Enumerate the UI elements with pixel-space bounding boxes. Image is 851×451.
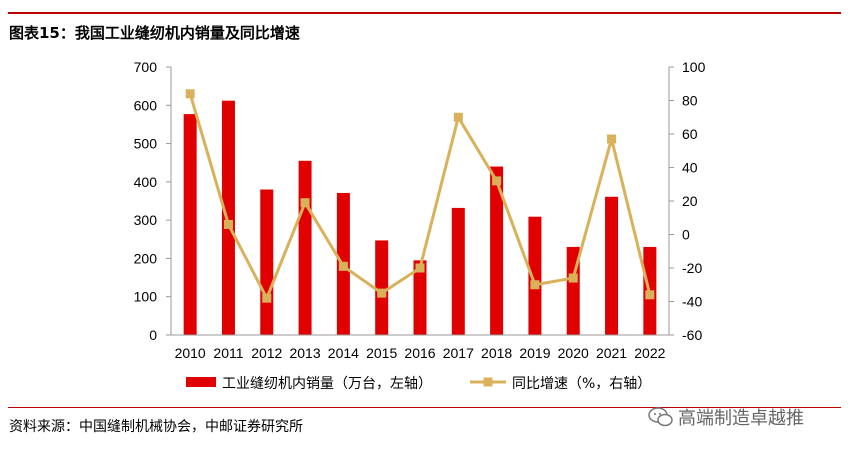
line-point (223, 219, 233, 229)
bar (183, 114, 197, 335)
line-point (492, 176, 502, 186)
line-point (530, 280, 540, 290)
x-tick-label: 2011 (213, 345, 243, 361)
x-tick-label: 2013 (289, 345, 320, 361)
bar (221, 100, 235, 335)
line-point (300, 198, 310, 208)
watermark: 高端制造卓越推 (648, 404, 804, 430)
bar (605, 196, 619, 335)
bar (375, 240, 389, 335)
left-tick-label: 500 (134, 136, 158, 152)
top-rule (8, 12, 841, 14)
x-tick-label: 2019 (519, 345, 550, 361)
x-tick-label: 2018 (481, 345, 512, 361)
left-tick-label: 700 (134, 59, 158, 75)
x-tick-label: 2021 (596, 345, 627, 361)
line-point (568, 273, 578, 283)
legend-line-marker (483, 377, 493, 387)
x-tick-label: 2015 (366, 345, 397, 361)
legend-bar-label: 工业缝纫机内销量（万台，左轴） (222, 376, 432, 392)
bar (490, 166, 504, 335)
right-tick-label: 100 (682, 59, 706, 75)
line-point (645, 290, 655, 300)
bar-series (183, 100, 657, 335)
right-tick-label: 40 (682, 160, 698, 176)
bar (298, 160, 312, 335)
right-tick-label: -20 (682, 260, 702, 276)
source-note: 资料来源：中国缝制机械协会，中邮证券研究所 (9, 419, 303, 435)
bar (260, 189, 274, 335)
left-tick-label: 200 (134, 250, 158, 266)
line-point (377, 288, 387, 298)
axes: 0 100 200 300 400 500 600 700 -60 -40 -20 0 20 40 60 80… (134, 59, 706, 361)
watermark-text: 高端制造卓越推 (678, 408, 804, 429)
legend-line-label: 同比增速（%，右轴） (512, 376, 651, 392)
left-tick-label: 600 (134, 97, 158, 113)
right-tick-label: 60 (682, 126, 698, 142)
right-tick-label: -40 (682, 294, 702, 310)
right-tick-label: 20 (682, 193, 698, 209)
x-tick-label: 2014 (328, 345, 359, 361)
x-tick-label: 2016 (404, 345, 435, 361)
bottom-rule (8, 407, 841, 408)
wechat-icon (648, 407, 673, 427)
left-tick-label: 300 (134, 212, 158, 228)
figure-title: 图表15：我国工业缝纫机内销量及同比增速 (9, 24, 300, 42)
line-point (415, 263, 425, 273)
bar (528, 216, 542, 335)
left-tick-label: 400 (134, 174, 158, 190)
left-tick-label: 0 (149, 327, 157, 343)
x-tick-label: 2020 (558, 345, 589, 361)
right-tick-label: 0 (682, 227, 690, 243)
x-tick-label: 2022 (634, 345, 665, 361)
legend-bar-swatch (186, 377, 216, 387)
x-tick-label: 2012 (251, 345, 282, 361)
bar (413, 260, 427, 335)
line-point (453, 112, 463, 122)
left-tick-label: 100 (134, 289, 158, 305)
x-tick-label: 2010 (175, 345, 206, 361)
right-tick-label: -60 (682, 327, 702, 343)
line-point (338, 261, 348, 271)
line-series (185, 89, 655, 303)
line-point (607, 134, 617, 144)
chart: 0 100 200 300 400 500 600 700 -60 -40 -20 0 20 40 60 80… (134, 59, 706, 392)
x-tick-label: 2017 (443, 345, 474, 361)
line-point (262, 293, 272, 303)
right-tick-label: 80 (682, 93, 698, 109)
legend: 工业缝纫机内销量（万台，左轴） 同比增速（%，右轴） (186, 376, 651, 392)
line-point (185, 89, 195, 99)
bar (451, 207, 465, 335)
